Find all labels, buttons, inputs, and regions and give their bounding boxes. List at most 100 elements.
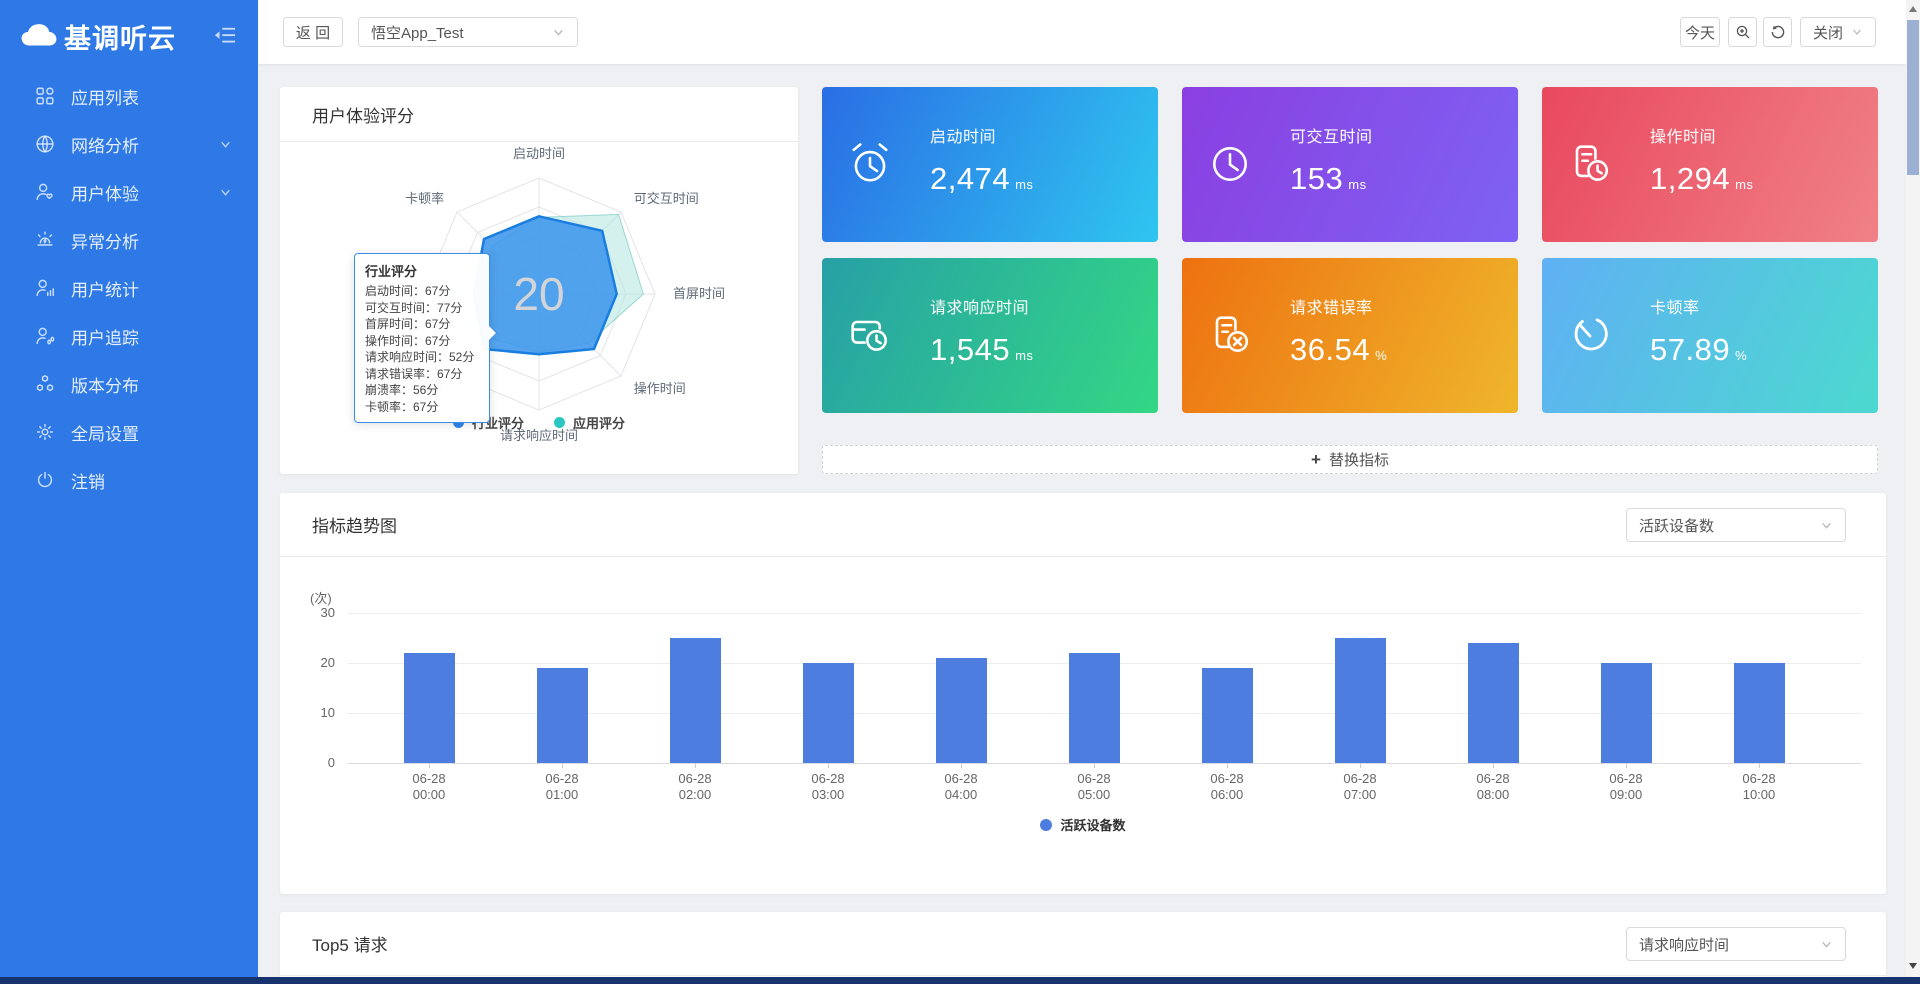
bar-06-28 09:00[interactable] (1600, 663, 1652, 763)
y-axis-unit: (次) (310, 591, 332, 606)
user-heart-icon (34, 181, 56, 203)
bar-06-28 03:00[interactable] (802, 663, 854, 763)
svg-text:卡顿率: 卡顿率 (405, 191, 444, 206)
sidebar-item-1[interactable]: 应用列表 (0, 72, 258, 120)
tooltip-line: 卡顿率：67分 (365, 399, 439, 414)
x-axis-tick-mark (828, 763, 829, 768)
metric-card-5[interactable]: 请求错误率 36.54% (1182, 258, 1518, 413)
radar-tooltip: 行业评分 启动时间：67分 可交互时间：77分 首屏时间：67分 操作时间：67分 请求… (354, 253, 497, 423)
user-stats-icon (34, 277, 56, 299)
chevron-down-icon (1820, 938, 1833, 951)
x-axis-label: 06-28 08:00 (1476, 771, 1510, 802)
replace-metrics-button[interactable]: + 替换指标 (822, 445, 1878, 474)
svg-text:可交互时间: 可交互时间 (634, 191, 699, 206)
metric-card-4[interactable]: 请求响应时间 1,545 ms (822, 258, 1158, 413)
top5-requests-card: Top5 请求 请求响应时间 (280, 912, 1886, 984)
legend-dot-icon (1040, 818, 1053, 831)
trend-metric-select[interactable]: 活跃设备数 (1626, 508, 1846, 542)
tooltip-line: 启动时间：67分 (365, 284, 451, 298)
svg-text:首屏时间: 首屏时间 (673, 286, 725, 301)
app-select[interactable]: 悟空App_Test (358, 17, 578, 47)
metric-card-label: 操作时间 (1650, 129, 1717, 146)
bar-06-28 07:00[interactable] (1334, 638, 1386, 763)
plus-icon: + (1311, 449, 1321, 469)
sidebar-item-4[interactable]: 异常分析 (0, 216, 258, 264)
sidebar-item-3[interactable]: 用户体验 (0, 168, 258, 216)
gear-icon (34, 421, 56, 443)
menu-fold-icon[interactable] (214, 26, 236, 46)
replace-metrics-label: 替换指标 (1328, 452, 1389, 469)
refresh-icon (1770, 24, 1786, 40)
radar-legend-item[interactable]: 应用评分 (554, 413, 625, 432)
metric-card-3[interactable]: 操作时间 1,294 ms (1542, 87, 1878, 242)
x-axis-tick-mark (562, 763, 563, 768)
experience-score-card: 用户体验评分 启动时间可交互时间首屏时间操作时间请求响应时间请求错误率崩溃率卡顿… (280, 87, 798, 474)
scrollbar-thumb[interactable] (1907, 20, 1919, 175)
metric-card-1[interactable]: 启动时间 2,474 ms (822, 87, 1158, 242)
chevron-down-icon (552, 26, 565, 39)
close-select[interactable]: 关闭 (1800, 17, 1876, 47)
gridline (348, 763, 1861, 764)
doc-error-icon (1204, 309, 1256, 361)
svg-text:启动时间: 启动时间 (513, 146, 565, 161)
x-axis-label: 06-28 01:00 (545, 771, 579, 802)
tooltip-line: 首屏时间：67分 (365, 317, 451, 331)
x-axis-label: 06-28 07:00 (1343, 771, 1377, 802)
metric-card-grid: 启动时间 2,474 ms 可交互时间 153 ms 操作时间 1,294 ms 请求响应时间 1,… (822, 87, 1878, 413)
clock-icon (1204, 138, 1256, 190)
vertical-scrollbar[interactable] (1906, 0, 1920, 977)
bar-06-28 05:00[interactable] (1068, 653, 1120, 763)
back-button[interactable]: 返 回 (283, 17, 343, 47)
today-button[interactable]: 今天 (1680, 17, 1720, 47)
bar-legend-item[interactable]: 活跃设备数 (1040, 815, 1126, 834)
metric-card-unit: % (1735, 348, 1748, 363)
sidebar-item-label: 注销 (71, 472, 105, 492)
bottom-edge-bar (0, 977, 1920, 984)
bar-06-28 00:00[interactable] (403, 653, 455, 763)
metric-card-unit: ms (1348, 177, 1367, 192)
x-axis-tick-mark (695, 763, 696, 768)
chevron-down-icon (1820, 519, 1833, 532)
metric-card-text: 请求响应时间 1,545 ms (930, 294, 1033, 368)
scroll-up-icon[interactable] (1909, 6, 1917, 12)
sidebar-item-label: 异常分析 (71, 232, 139, 252)
x-axis-tick-mark (961, 763, 962, 768)
server-clock-icon (844, 309, 896, 361)
scroll-down-icon[interactable] (1909, 963, 1917, 969)
sidebar-item-6[interactable]: 用户追踪 (0, 312, 258, 360)
metric-card-text: 启动时间 2,474 ms (930, 123, 1033, 197)
sidebar-item-8[interactable]: 全局设置 (0, 408, 258, 456)
bar-06-28 06:00[interactable] (1201, 668, 1253, 763)
metric-card-value: 1,545 ms (930, 332, 1034, 367)
sidebar-item-2[interactable]: 网络分析 (0, 120, 258, 168)
zoom-button[interactable] (1728, 17, 1757, 47)
metric-card-label: 请求错误率 (1290, 300, 1373, 317)
sidebar-item-7[interactable]: 版本分布 (0, 360, 258, 408)
top5-metric-select[interactable]: 请求响应时间 (1626, 927, 1846, 961)
cloud-logo-icon (20, 21, 58, 51)
bar-06-28 04:00[interactable] (935, 658, 987, 763)
topbar: 返 回 悟空App_Test 今天 关闭 (258, 0, 1906, 64)
doc-clock-icon (1564, 138, 1616, 190)
bar-06-28 02:00[interactable] (669, 638, 721, 763)
top5-metric-select-value: 请求响应时间 (1639, 936, 1730, 954)
svg-text:20: 20 (513, 268, 564, 320)
metric-card-value: 2,474 ms (930, 161, 1034, 196)
refresh-button[interactable] (1763, 17, 1792, 47)
sidebar-item-9[interactable]: 注销 (0, 456, 258, 504)
trend-card-title: 指标趋势图 (280, 493, 1886, 557)
bar-06-28 08:00[interactable] (1467, 643, 1519, 763)
metric-card-text: 操作时间 1,294 ms (1650, 123, 1753, 197)
user-trace-icon (34, 325, 56, 347)
bar-06-28 01:00[interactable] (536, 668, 588, 763)
metric-card-label: 卡顿率 (1650, 300, 1700, 317)
metric-card-value: 1,294 ms (1650, 161, 1754, 196)
bar-06-28 10:00[interactable] (1733, 663, 1785, 763)
sidebar-item-5[interactable]: 用户统计 (0, 264, 258, 312)
y-axis-tick: 0 (327, 755, 335, 770)
metric-card-label: 请求响应时间 (930, 300, 1030, 317)
metric-card-2[interactable]: 可交互时间 153 ms (1182, 87, 1518, 242)
trend-metric-select-value: 活跃设备数 (1639, 517, 1715, 535)
x-axis-label: 06-28 10:00 (1742, 771, 1776, 802)
metric-card-6[interactable]: 卡顿率 57.89% (1542, 258, 1878, 413)
